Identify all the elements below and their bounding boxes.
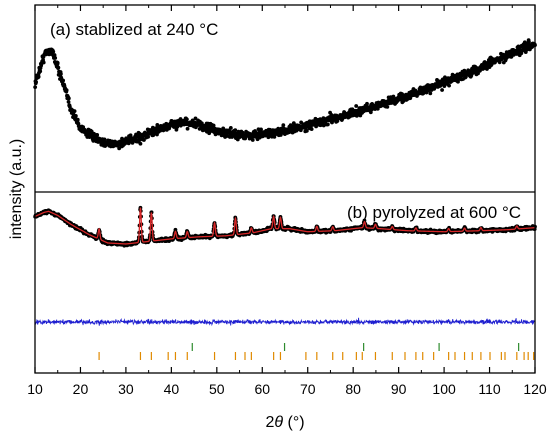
data-point [309, 127, 314, 132]
data-point [428, 91, 433, 96]
data-point [173, 227, 178, 232]
data-point [102, 137, 107, 142]
data-point [59, 72, 63, 76]
x-tick-label: 50 [209, 381, 225, 397]
data-point [266, 135, 271, 140]
difference-curve [34, 317, 536, 327]
data-point [259, 127, 263, 132]
data-point [53, 56, 58, 60]
data-point [66, 100, 71, 104]
data-point [95, 132, 100, 137]
x-tick-label: 30 [118, 381, 134, 397]
data-point [304, 128, 309, 133]
x-axis-label: 2θ (°) [265, 414, 304, 431]
data-point [51, 49, 56, 54]
data-point [272, 135, 277, 139]
data-point [36, 74, 41, 79]
data-point [391, 94, 396, 99]
x-tick-label: 120 [523, 381, 547, 397]
data-point [61, 78, 66, 83]
data-point [527, 40, 531, 44]
x-axis-ticks: 10 20 30 40 50 60 70 80 90 100 110 120 [27, 5, 547, 397]
data-point [321, 123, 326, 128]
x-axis-label-unit: (°) [283, 414, 305, 431]
x-tick-label: 40 [164, 381, 180, 397]
panel-a-points [33, 38, 537, 151]
data-point [155, 123, 160, 127]
x-tick-label: 100 [432, 381, 456, 397]
x-tick-label: 60 [254, 381, 270, 397]
data-point [354, 104, 359, 108]
data-point [55, 61, 60, 65]
data-point [447, 83, 451, 88]
data-point [174, 127, 179, 132]
data-point [41, 60, 46, 65]
x-axis-label-symbol: θ [274, 414, 283, 431]
x-tick-label: 80 [345, 381, 361, 397]
data-point [146, 135, 150, 139]
x-tick-label: 20 [73, 381, 89, 397]
data-point [64, 88, 69, 93]
data-point [211, 123, 216, 128]
x-tick-label: 110 [478, 381, 501, 397]
data-point [66, 96, 71, 101]
data-point [250, 138, 255, 142]
data-point [362, 218, 367, 223]
data-point [185, 126, 190, 131]
plot-marks [33, 38, 537, 360]
data-point [56, 65, 61, 70]
data-point [185, 117, 189, 122]
panel-a-label: (a) stablized at 240 °C [50, 20, 218, 39]
data-point [175, 124, 180, 129]
data-point [228, 126, 233, 130]
x-tick-label: 10 [27, 381, 43, 397]
y-axis-label: intensity (a.u.) [8, 139, 25, 239]
x-tick-label: 70 [300, 381, 316, 397]
data-point [73, 113, 78, 118]
plot-frame [34, 4, 536, 374]
data-point [385, 104, 390, 109]
data-point [52, 53, 57, 57]
data-point [365, 101, 369, 106]
data-point [233, 128, 238, 133]
x-axis-label-prefix: 2 [265, 414, 274, 431]
data-point [138, 141, 143, 146]
data-point [72, 109, 77, 114]
data-point [440, 88, 444, 92]
x-tick-label: 90 [391, 381, 407, 397]
data-point [281, 123, 286, 128]
data-point [38, 69, 43, 74]
data-point [199, 121, 204, 126]
data-point [178, 117, 183, 121]
panel-b-label: (b) pyrolyzed at 600 °C [347, 203, 521, 222]
data-point [75, 117, 80, 122]
fit-curve [34, 207, 536, 245]
data-point [325, 122, 330, 127]
